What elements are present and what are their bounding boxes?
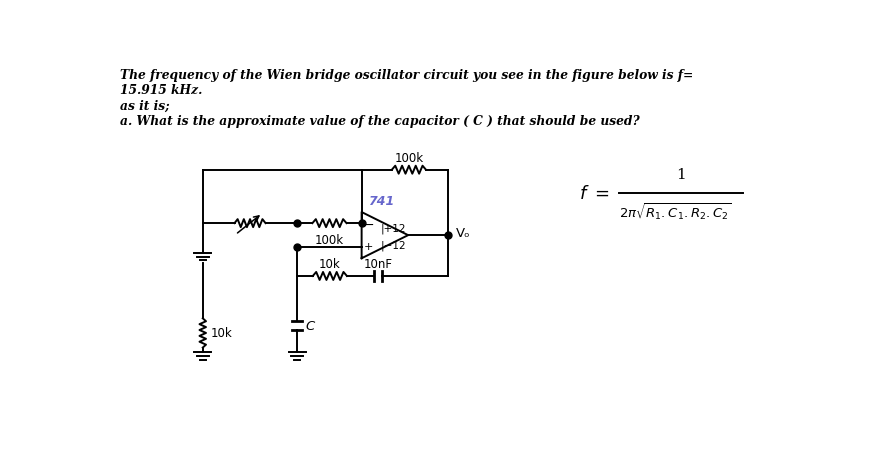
Text: 741: 741 [367,195,394,208]
Text: a. What is the approximate value of the capacitor ( C ) that should be used?: a. What is the approximate value of the … [119,115,638,128]
Text: 10k: 10k [210,327,232,340]
Text: The frequency of the Wien bridge oscillator circuit you see in the figure below : The frequency of the Wien bridge oscilla… [119,69,692,82]
Text: +: + [363,241,373,251]
Text: as it is;: as it is; [119,100,169,112]
Text: 15.915 kHz.: 15.915 kHz. [119,84,202,97]
Text: 100k: 100k [394,152,423,165]
Text: $2\pi\sqrt{R_1.C_1.R_2.C_2}$: $2\pi\sqrt{R_1.C_1.R_2.C_2}$ [618,201,731,222]
Text: C: C [305,319,315,332]
Text: |+12: |+12 [380,223,405,233]
Text: −: − [363,218,374,232]
Text: 1: 1 [675,168,685,182]
Text: $f\ =$: $f\ =$ [578,185,609,202]
Text: 100k: 100k [315,234,344,246]
Text: 10k: 10k [318,257,340,270]
Text: 10nF: 10nF [363,257,392,270]
Text: |−12: |−12 [380,240,405,250]
Text: Vₒ: Vₒ [455,226,469,239]
